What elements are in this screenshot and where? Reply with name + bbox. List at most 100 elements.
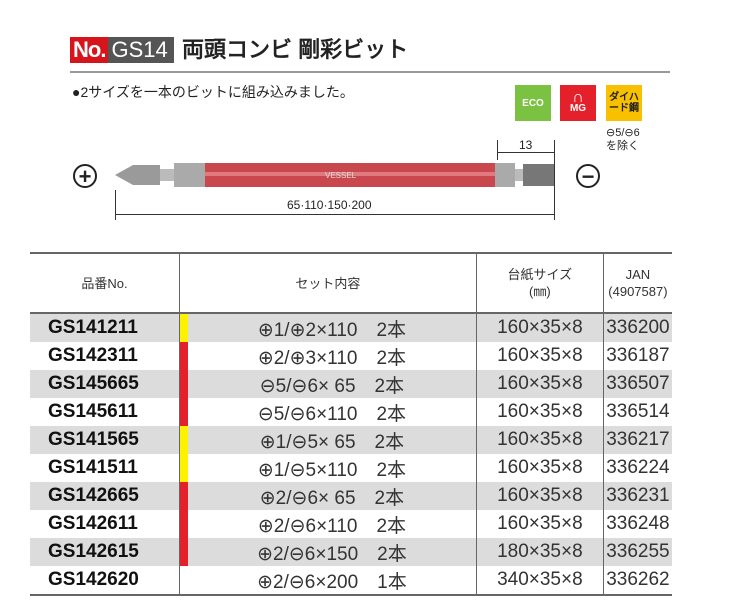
- tip-dimension-line: [497, 152, 554, 153]
- card-size: 160×35×8: [475, 398, 604, 426]
- product-code: GS145611: [48, 401, 138, 422]
- hex-right: [495, 163, 515, 187]
- jan-code: 336217: [602, 426, 672, 454]
- jan-code: 336231: [602, 482, 672, 510]
- bit-illustration: VESSEL: [115, 163, 555, 187]
- set-content: ⊖5/⊖6×110 2本: [257, 403, 407, 425]
- card-size: 340×35×8: [475, 566, 604, 595]
- product-code: GS142665: [30, 482, 180, 510]
- magnet-icon: ∩ MG: [560, 85, 596, 121]
- neck: [515, 169, 523, 181]
- color-bar: [179, 454, 188, 482]
- table-row: GS141511 ⊕1/⊖5×110 2本 160×35×8 336224: [30, 454, 672, 482]
- jan-code: 336200: [602, 313, 672, 342]
- table-row: GS142665 ⊕2/⊖6× 65 2本 160×35×8 336231: [30, 482, 672, 510]
- jan-code: 336262: [602, 566, 672, 595]
- color-bar: [179, 538, 188, 566]
- jan-code: 336255: [602, 538, 672, 566]
- header-size: 台紙サイズ (㎜): [475, 253, 604, 313]
- dim-ext: [115, 190, 116, 220]
- set-content: ⊖5/⊖6× 65 2本: [188, 370, 477, 398]
- note-line: ⊖5/⊖6: [606, 127, 640, 139]
- eco-icon: ECO: [515, 85, 551, 121]
- jan-code: 336514: [602, 398, 672, 426]
- phillips-tip: [115, 165, 160, 185]
- set-content: ⊕1/⊕2×110 2本: [188, 313, 477, 342]
- product-code: GS142620: [48, 569, 139, 590]
- color-bar: [179, 426, 188, 454]
- set-content: ⊕1/⊖5× 65 2本: [188, 426, 477, 454]
- icon-note: ⊖5/⊖6 を除く: [606, 127, 640, 153]
- divider: [70, 71, 670, 73]
- phillips-icon: +: [73, 164, 97, 188]
- dim-ext: [554, 140, 555, 220]
- card-size: 160×35×8: [475, 454, 604, 482]
- set-content: ⊕2/⊖6×110 2本: [257, 515, 407, 537]
- header-code: 品番No.: [81, 275, 128, 291]
- color-bar: [179, 370, 188, 398]
- color-bar: [179, 482, 188, 510]
- product-code: GS141511: [48, 457, 138, 478]
- product-code: GS141565: [30, 426, 180, 454]
- table-row: GS141565 ⊕1/⊖5× 65 2本 160×35×8 336217: [30, 426, 672, 454]
- color-bar: [179, 566, 188, 595]
- dim-ext: [497, 140, 498, 160]
- card-size: 160×35×8: [475, 370, 604, 398]
- header-jan: JAN (4907587): [602, 253, 672, 313]
- jan-code: 336187: [602, 342, 672, 370]
- set-content: ⊕2/⊖6×150 2本: [188, 538, 477, 566]
- card-size: 160×35×8: [475, 313, 604, 342]
- shaft-highlight: [205, 172, 495, 176]
- card-size: 160×35×8: [475, 510, 604, 538]
- model-badge: No. GS14: [70, 37, 174, 63]
- feature-text: ●2サイズを一本のビットに組み込みました。: [72, 84, 354, 100]
- set-content: ⊕2/⊖6× 65 2本: [188, 482, 477, 510]
- tip-length-label: 13: [519, 138, 533, 152]
- brand-text: VESSEL: [325, 171, 357, 180]
- set-content: ⊕2/⊖6×200 1本: [257, 571, 407, 593]
- card-size: 160×35×8: [475, 482, 604, 510]
- header-line: JAN: [625, 267, 651, 282]
- table-row: GS145611 ⊖5/⊖6×110 2本 160×35×8 336514: [30, 398, 672, 426]
- note-line: を除く: [606, 140, 639, 152]
- model-number: GS14: [108, 37, 174, 63]
- table-row: GS142620 ⊕2/⊖6×200 1本 340×35×8 336262: [30, 566, 672, 595]
- no-label: No.: [70, 37, 109, 63]
- table-row: GS145665 ⊖5/⊖6× 65 2本 160×35×8 336507: [30, 370, 672, 398]
- product-code: GS145665: [30, 370, 180, 398]
- product-code: GS141211: [30, 313, 180, 342]
- card-size: 160×35×8: [475, 426, 604, 454]
- header-line: 台紙サイズ: [507, 267, 573, 282]
- set-content: ⊕2/⊕3×110 2本: [257, 347, 407, 369]
- table-row: GS142615 ⊕2/⊖6×150 2本 180×35×8 336255: [30, 538, 672, 566]
- jan-code: 336224: [602, 454, 672, 482]
- product-code: GS142611: [48, 513, 138, 534]
- set-content: ⊕1/⊖5×110 2本: [257, 459, 407, 481]
- card-size: 160×35×8: [475, 342, 604, 370]
- length-label: 65·110·150·200: [287, 198, 372, 212]
- color-bar: [179, 510, 188, 538]
- length-dimension-line: [115, 214, 554, 215]
- header-line: (㎜): [529, 284, 551, 299]
- table-row: GS142611 ⊕2/⊖6×110 2本 160×35×8 336248: [30, 510, 672, 538]
- product-table: 品番No. セット内容 台紙サイズ (㎜) JAN (4907587) GS1412…: [30, 252, 672, 596]
- color-bar: [179, 342, 188, 370]
- color-bar: [179, 398, 188, 426]
- jan-code: 336507: [602, 370, 672, 398]
- card-size: 180×35×8: [475, 538, 604, 566]
- table-row: GS141211 ⊕1/⊕2×110 2本 160×35×8 336200: [30, 313, 672, 342]
- die-hard-steel-icon: ダイハード鋼: [606, 85, 642, 121]
- header-line: (4907587): [608, 284, 668, 299]
- slotted-icon: −: [576, 164, 600, 188]
- neck: [160, 169, 174, 181]
- header-content: セット内容: [179, 253, 477, 313]
- product-title: 両頭コンビ 剛彩ビット: [182, 37, 409, 62]
- product-code: GS142615: [30, 538, 180, 566]
- slotted-tip: [523, 164, 555, 186]
- table-row: GS142311 ⊕2/⊕3×110 2本 160×35×8 336187: [30, 342, 672, 370]
- color-bar: [179, 313, 188, 342]
- jan-code: 336248: [602, 510, 672, 538]
- mg-label: MG: [569, 103, 587, 114]
- product-code: GS142311: [48, 345, 138, 366]
